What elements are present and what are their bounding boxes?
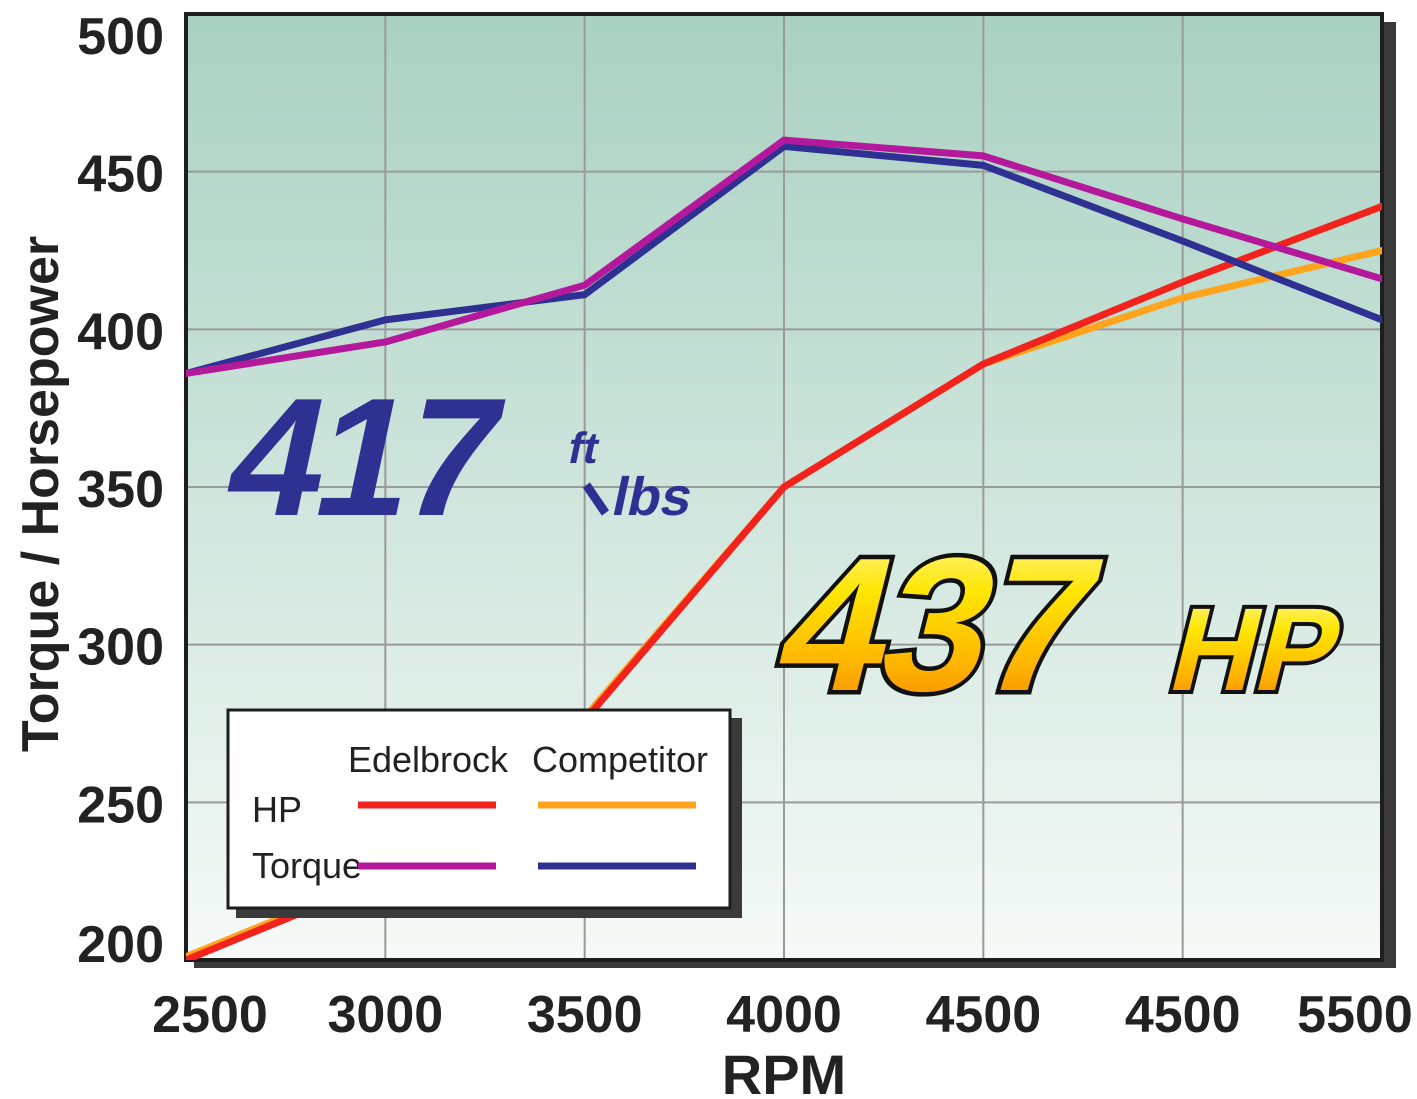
hp-value: 437 [760, 518, 1118, 731]
legend: Edelbrock Competitor HP Torque [226, 708, 742, 918]
legend-row-torque: Torque [252, 845, 362, 886]
x-tick-label: 3500 [527, 986, 643, 1044]
hp-unit: HP [1159, 585, 1356, 716]
y-tick-label: 300 [77, 619, 164, 677]
y-tick-label: 400 [77, 303, 164, 361]
legend-header-competitor: Competitor [532, 739, 708, 780]
torque-unit-slash [582, 482, 609, 516]
x-tick-label: 4500 [925, 986, 1041, 1044]
x-tick-label: 5500 [1297, 986, 1413, 1044]
x-tick-label: 2500 [152, 986, 268, 1044]
y-axis-title: Torque / Horsepower [12, 236, 70, 752]
legend-row-hp: HP [252, 789, 302, 830]
x-tick-label: 3000 [327, 986, 443, 1044]
legend-box [226, 708, 732, 910]
y-tick-label: 350 [77, 461, 164, 519]
hp-callout: 437 HP [755, 513, 1359, 735]
y-tick-label: 250 [77, 776, 164, 834]
x-tick-label: 4500 [1125, 986, 1241, 1044]
x-axis-ticks: 2500 3000 3500 4000 4500 4500 5500 [152, 986, 1413, 1044]
torque-unit-bottom: lbs [607, 467, 698, 527]
y-tick-label: 450 [77, 146, 164, 204]
x-axis-title: RPM [722, 1043, 846, 1099]
series-line-competitor-torque [186, 142, 1382, 377]
plot-frame [184, 12, 1384, 962]
torque-callout: 417 ft lbs [212, 363, 698, 551]
y-axis-ticks: 200 250 300 350 400 450 500 [77, 8, 164, 974]
series-line-edelbrock-torque [186, 136, 1382, 377]
x-tick-label: 4000 [726, 986, 842, 1044]
y-tick-label: 200 [77, 916, 164, 974]
torque-value: 417 [212, 363, 514, 551]
y-tick-label: 500 [77, 8, 164, 66]
legend-header-edelbrock: Edelbrock [348, 739, 509, 780]
